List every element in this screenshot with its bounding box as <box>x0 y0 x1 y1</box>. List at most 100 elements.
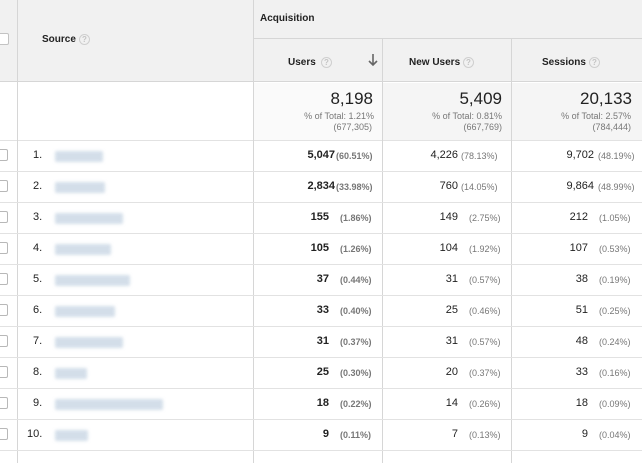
row-checkbox[interactable] <box>0 273 8 285</box>
row-checkbox[interactable] <box>0 335 8 347</box>
new-users-pct: (0.57%) <box>469 275 501 285</box>
users-pct: (0.11%) <box>340 430 372 440</box>
sessions-pct: (0.25%) <box>599 306 631 316</box>
sessions-pct: (1.05%) <box>599 213 631 223</box>
row-divider <box>0 171 642 172</box>
source-link-redacted[interactable] <box>55 399 163 410</box>
sessions-pct: (0.24%) <box>599 337 631 347</box>
row-number: 10. <box>27 428 43 440</box>
sessions-pct: (0.04%) <box>599 430 631 440</box>
table-row[interactable]: 5. 37 (0.44%) 31 (0.57%) 38 (0.19%) <box>0 265 642 296</box>
column-divider <box>382 38 383 463</box>
new-users-value: 14 <box>445 397 458 409</box>
users-value: 18 <box>316 397 329 409</box>
sessions-value: 212 <box>569 211 588 223</box>
table-row[interactable]: 8. 25 (0.30%) 20 (0.37%) 33 (0.16%) <box>0 358 642 389</box>
source-column-header[interactable]: Source <box>42 34 76 45</box>
acquisition-group-header: Acquisition <box>260 13 315 24</box>
column-divider <box>511 38 512 463</box>
row-number: 4. <box>33 242 43 254</box>
row-divider <box>0 326 642 327</box>
row-checkbox[interactable] <box>0 397 8 409</box>
row-divider <box>0 233 642 234</box>
new-users-value: 25 <box>445 304 458 316</box>
source-link-redacted[interactable] <box>55 275 130 286</box>
totals-cell-sessions-bg <box>511 83 642 140</box>
sessions-pct: (0.53%) <box>599 244 631 254</box>
users-pct: (0.30%) <box>340 368 372 378</box>
source-link-redacted[interactable] <box>55 337 123 348</box>
row-number: 5. <box>33 273 43 285</box>
total-new-users-pct: % of Total: 0.81% <box>432 111 502 121</box>
row-checkbox[interactable] <box>0 180 8 192</box>
row-checkbox[interactable] <box>0 211 8 223</box>
source-link-redacted[interactable] <box>55 306 115 317</box>
totals-cell-new-users-bg <box>382 83 511 140</box>
total-sessions-value: 20,133 <box>580 89 632 108</box>
users-value: 25 <box>316 366 329 378</box>
row-checkbox[interactable] <box>0 428 8 440</box>
arrow-down-icon[interactable] <box>367 53 379 67</box>
users-column-header[interactable]: Users <box>288 57 316 68</box>
users-value: 5,047 <box>307 149 335 161</box>
sessions-value: 38 <box>575 273 588 285</box>
new-users-pct: (0.26%) <box>469 399 501 409</box>
table-row[interactable]: 3. 155 (1.86%) 149 (2.75%) 212 (1.05%) <box>0 203 642 234</box>
total-users-pct: % of Total: 1.21% <box>304 111 374 121</box>
row-checkbox[interactable] <box>0 242 8 254</box>
help-icon[interactable]: ? <box>463 57 474 68</box>
users-value: 105 <box>310 242 329 254</box>
source-link-redacted[interactable] <box>55 244 111 255</box>
users-pct: (1.26%) <box>340 244 372 254</box>
row-divider <box>0 295 642 296</box>
source-link-redacted[interactable] <box>55 213 123 224</box>
new-users-pct: (14.05%) <box>461 182 498 192</box>
table-row[interactable]: 10. 9 (0.11%) 7 (0.13%) 9 (0.04%) <box>0 420 642 451</box>
table-row[interactable]: 9. 18 (0.22%) 14 (0.26%) 18 (0.09%) <box>0 389 642 420</box>
sessions-value: 107 <box>569 242 588 254</box>
source-link-redacted[interactable] <box>55 151 103 162</box>
help-icon[interactable]: ? <box>321 57 332 68</box>
new-users-value: 7 <box>451 428 458 440</box>
row-divider <box>0 450 642 451</box>
new-users-value: 20 <box>445 366 458 378</box>
source-link-redacted[interactable] <box>55 368 87 379</box>
sessions-pct: (0.19%) <box>599 275 631 285</box>
row-number: 8. <box>33 366 43 378</box>
new-users-column-header[interactable]: New Users <box>409 57 461 68</box>
source-link-redacted[interactable] <box>55 182 105 193</box>
sessions-value: 33 <box>575 366 588 378</box>
sessions-pct: (0.09%) <box>599 399 631 409</box>
users-pct: (0.22%) <box>340 399 372 409</box>
help-icon[interactable]: ? <box>589 57 600 68</box>
row-number: 6. <box>33 304 43 316</box>
row-divider <box>0 202 642 203</box>
row-checkbox[interactable] <box>0 304 8 316</box>
table-row[interactable]: 6. 33 (0.40%) 25 (0.46%) 51 (0.25%) <box>0 296 642 327</box>
source-link-redacted[interactable] <box>55 430 88 441</box>
new-users-value: 4,226 <box>430 149 458 161</box>
users-value: 31 <box>316 335 329 347</box>
sessions-value: 9 <box>581 428 588 440</box>
row-number: 3. <box>33 211 43 223</box>
table-row[interactable]: 7. 31 (0.37%) 31 (0.57%) 48 (0.24%) <box>0 327 642 358</box>
new-users-pct: (0.57%) <box>469 337 501 347</box>
new-users-pct: (0.46%) <box>469 306 501 316</box>
help-icon[interactable]: ? <box>79 34 90 45</box>
sessions-value: 51 <box>575 304 588 316</box>
total-sessions-total: (784,444) <box>592 122 631 132</box>
table-row[interactable]: 1. 5,047 (60.51%) 4,226 (78.13%) 9,702 (… <box>0 141 642 172</box>
total-new-users-total: (667,769) <box>463 122 502 132</box>
new-users-value: 149 <box>439 211 458 223</box>
row-checkbox[interactable] <box>0 366 8 378</box>
users-value: 37 <box>316 273 329 285</box>
sessions-column-header[interactable]: Sessions <box>542 57 586 68</box>
select-all-checkbox[interactable] <box>0 33 9 45</box>
row-checkbox[interactable] <box>0 149 8 161</box>
acquisition-divider <box>253 38 642 39</box>
row-divider <box>0 357 642 358</box>
table-row[interactable]: 2. 2,834 (33.98%) 760 (14.05%) 9,864 (48… <box>0 172 642 203</box>
new-users-pct: (1.92%) <box>469 244 501 254</box>
table-row[interactable]: 4. 105 (1.26%) 104 (1.92%) 107 (0.53%) <box>0 234 642 265</box>
